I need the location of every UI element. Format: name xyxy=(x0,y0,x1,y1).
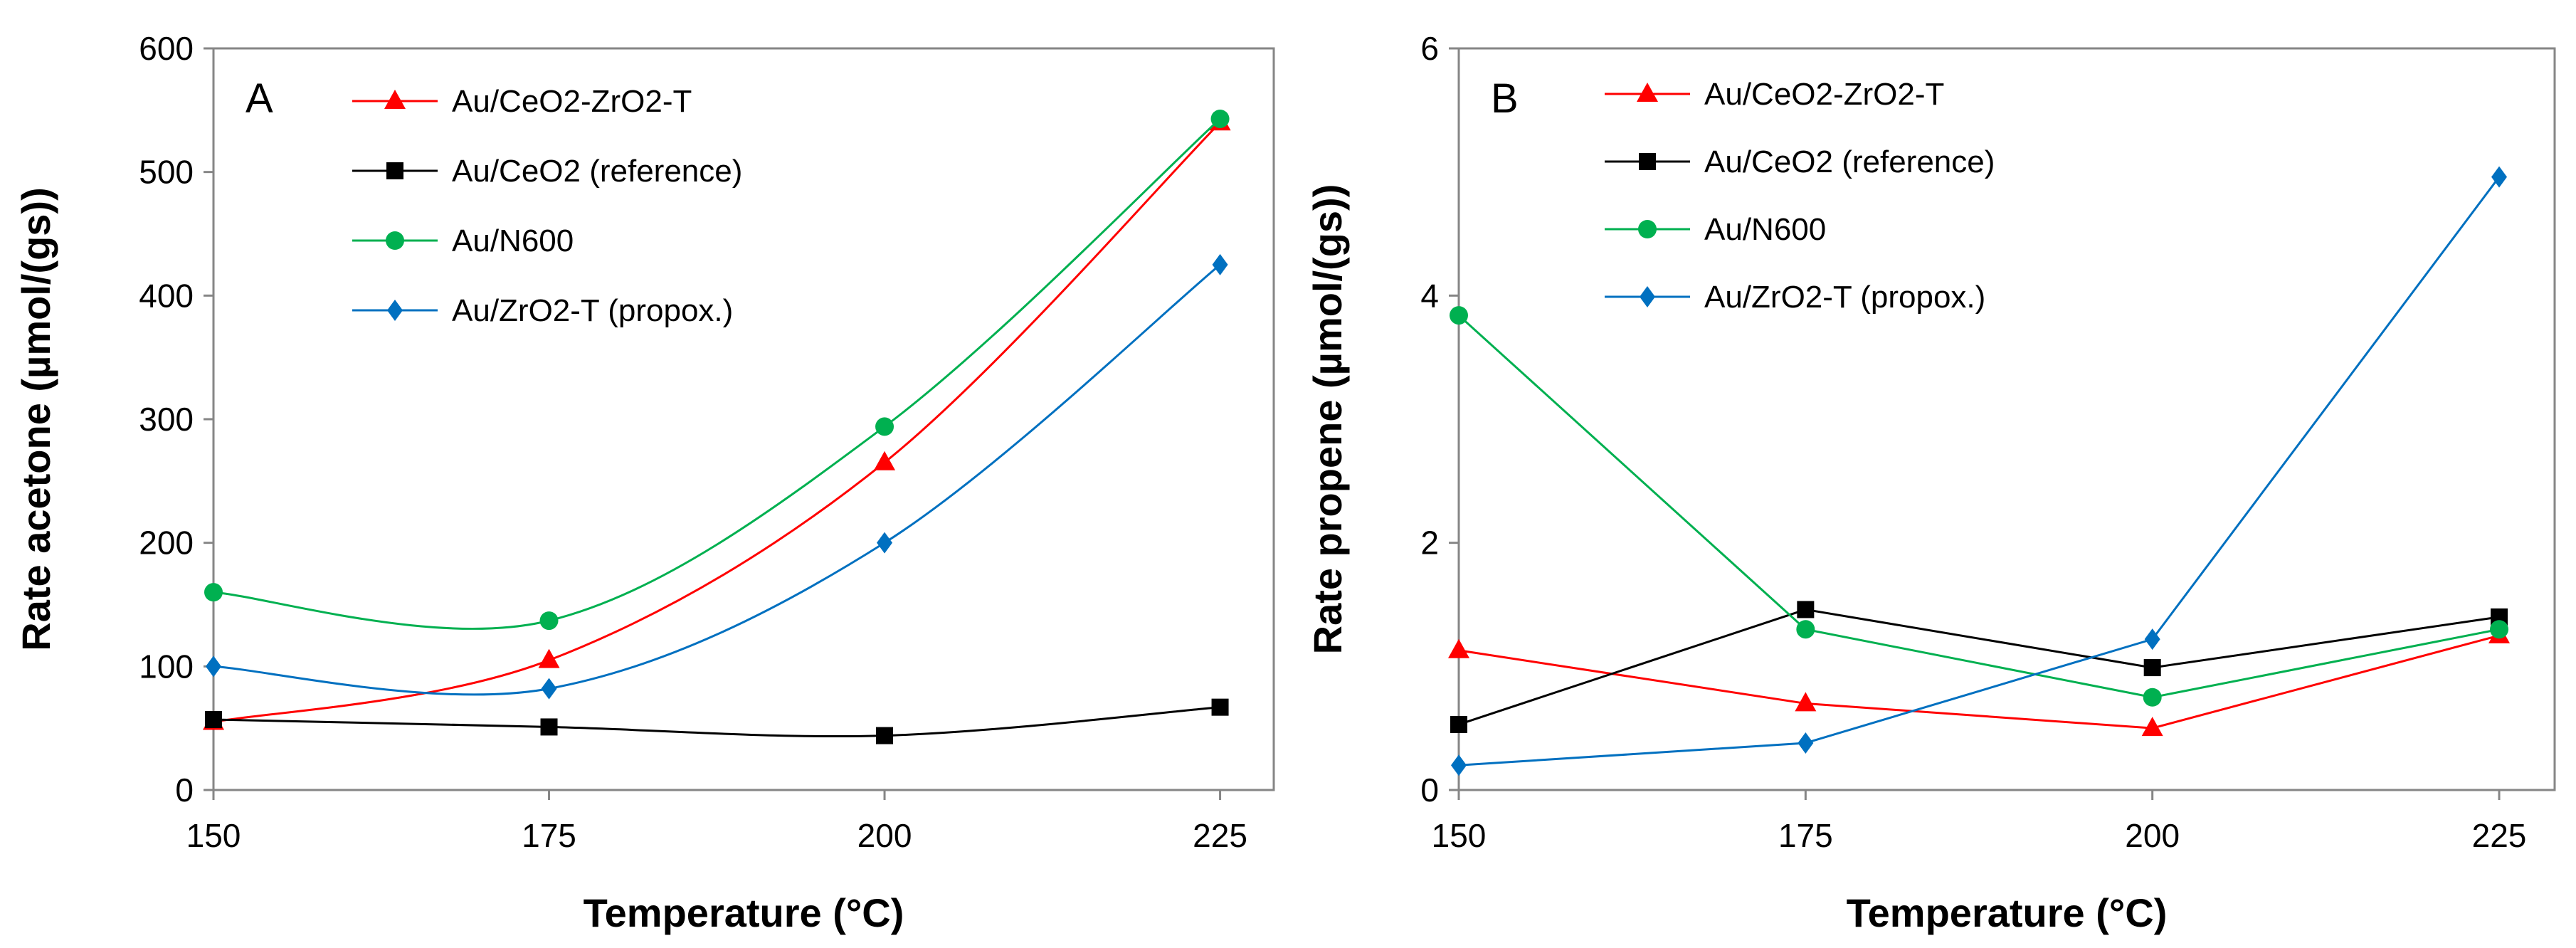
panel-b-legend-label: Au/CeO2 (reference) xyxy=(1704,144,1995,179)
panel-a-plot-frame xyxy=(212,47,1275,791)
panel-b-y-tick-label: 0 xyxy=(1420,771,1439,809)
panel-a-y-tick-label: 400 xyxy=(139,277,194,314)
panel-b-series-2 xyxy=(1450,306,2509,707)
panel-a-x-tick-label: 150 xyxy=(186,817,241,854)
panel-b-legend-entry: Au/CeO2-ZrO2-T xyxy=(1605,77,1944,112)
panel-a-y-tick-label: 500 xyxy=(139,154,194,191)
panel-b-legend-label: Au/CeO2-ZrO2-T xyxy=(1704,77,1944,112)
panel-a-legend-marker xyxy=(384,90,406,109)
panel-b-y-axis-title: Rate propene (µmol/(gs)) xyxy=(1305,184,1350,655)
panel-b-series-3 xyxy=(1451,166,2508,776)
panel-b-data-point xyxy=(1448,638,1469,658)
panel-a-data-point xyxy=(877,532,893,554)
panel-a-data-point xyxy=(541,678,557,700)
panel-a-legend-label: Au/N600 xyxy=(452,223,574,258)
panel-b-y-tick-label: 4 xyxy=(1420,277,1439,314)
panel-b-legend-marker xyxy=(1637,83,1658,102)
panel-b-data-point xyxy=(2141,717,2163,737)
panel-b-legend-label: Au/ZrO2-T (propox.) xyxy=(1704,280,1985,315)
panel-b-data-point xyxy=(1796,620,1815,639)
panel-b-legend-label: Au/N600 xyxy=(1704,212,1826,247)
panel-a-data-point xyxy=(875,417,894,436)
panel-a-series-line xyxy=(213,706,1220,738)
panel-b-series-0 xyxy=(1448,623,2511,737)
panel-a-legend-marker xyxy=(386,162,403,179)
panel-b-y-tick-label: 2 xyxy=(1420,525,1439,562)
chart-panel-b: 0 2 4 6 150 175 200 225 Temperature (°C) Rate pro… xyxy=(1305,30,2556,935)
panel-b-data-point xyxy=(2491,166,2508,188)
panel-b-legend-entry: Au/CeO2 (reference) xyxy=(1605,144,1995,179)
panel-a-data-point xyxy=(876,727,894,744)
panel-b-legend-entry: Au/N600 xyxy=(1605,212,1826,247)
panel-b-legend-entry: Au/ZrO2-T (propox.) xyxy=(1605,280,1985,315)
panel-a-data-point xyxy=(874,451,896,470)
panel-b-plot-frame xyxy=(1457,47,2556,791)
panel-a-legend-entry: Au/N600 xyxy=(352,223,574,258)
panel-b-legend-marker xyxy=(1639,153,1656,170)
panel-a-y-tick-label: 0 xyxy=(175,771,194,809)
panel-b-x-tick-label: 200 xyxy=(2125,817,2180,854)
panel-a-data-point xyxy=(539,611,559,631)
panel-a-series-0 xyxy=(203,111,1231,730)
panel-a-data-point xyxy=(1210,109,1230,128)
panel-b-x-tick-label: 175 xyxy=(1778,817,1833,854)
panel-a-y-tick-label: 200 xyxy=(139,525,194,562)
panel-b-series-1 xyxy=(1450,601,2508,733)
panel-b-legend-marker xyxy=(1638,220,1657,238)
panel-a-series-line xyxy=(213,263,1221,696)
panel-a-legend-label: Au/ZrO2-T (propox.) xyxy=(452,293,733,328)
panel-a-y-tick-label: 600 xyxy=(139,30,194,67)
panel-b-x-tick-label: 225 xyxy=(2472,817,2527,854)
panel-b-label: B xyxy=(1491,75,1519,122)
panel-a-data-point xyxy=(1211,698,1229,716)
panel-a-legend-marker xyxy=(386,231,404,250)
panel-a-x-tick-label: 200 xyxy=(857,817,912,854)
panel-b-data-point xyxy=(2143,659,2161,677)
panel-a-legend-label: Au/CeO2 (reference) xyxy=(452,154,742,189)
panel-a-label: A xyxy=(246,75,273,122)
panel-b-data-point xyxy=(2144,628,2160,651)
panel-b-x-axis-title: Temperature (°C) xyxy=(1847,890,2168,935)
panel-b-data-point xyxy=(2143,688,2162,707)
panel-b-y-tick-label: 6 xyxy=(1420,30,1439,67)
chart-panel-a: 0 100 200 300 400 500 600 150 175 200 225 Temperatu… xyxy=(14,30,1275,935)
panel-b-legend-marker xyxy=(1640,286,1655,307)
panel-b-data-point xyxy=(1450,715,1467,733)
panel-b-series-line xyxy=(1457,315,2500,699)
panel-a-series-3 xyxy=(206,253,1228,700)
panel-a-data-point xyxy=(540,718,558,736)
panel-a-series-line xyxy=(213,122,1221,723)
panel-a-y-tick-label: 300 xyxy=(139,401,194,438)
panel-a-y-tick-label: 100 xyxy=(139,648,194,685)
panel-a-data-point xyxy=(204,583,223,602)
panel-a-series-1 xyxy=(205,698,1229,744)
panel-b-x-tick-label: 150 xyxy=(1432,817,1487,854)
panel-a-legend-label: Au/CeO2-ZrO2-T xyxy=(452,84,692,119)
panel-a-legend-marker xyxy=(387,300,403,321)
panel-b-series-line xyxy=(1458,176,2501,767)
panel-a-legend-entry: Au/CeO2 (reference) xyxy=(352,154,742,189)
panel-b-series-line xyxy=(1458,634,2500,730)
panel-a-data-point xyxy=(538,648,560,668)
panel-b-data-point xyxy=(1450,306,1468,325)
panel-a-x-tick-label: 225 xyxy=(1193,817,1247,854)
panel-a-x-axis-title: Temperature (°C) xyxy=(584,890,904,935)
panel-a-data-point xyxy=(205,711,222,729)
panel-b-data-point xyxy=(2490,620,2509,639)
panel-a-series-line xyxy=(213,117,1221,630)
panel-b-data-point xyxy=(1797,601,1815,618)
panel-a-x-tick-label: 175 xyxy=(522,817,576,854)
panel-a-legend-entry: Au/CeO2-ZrO2-T xyxy=(352,84,692,119)
panel-a-data-point xyxy=(206,655,221,678)
panel-a-legend-entry: Au/ZrO2-T (propox.) xyxy=(352,293,733,328)
panel-a-y-axis-title: Rate acetone (µmol/(gs)) xyxy=(14,187,58,651)
panel-b-data-point xyxy=(1798,732,1814,754)
panel-b-data-point xyxy=(1451,754,1467,776)
panel-b-series-line xyxy=(1458,608,2500,726)
panel-b-data-point xyxy=(1795,692,1817,712)
panel-a-data-point xyxy=(1212,253,1228,275)
panel-a-series-2 xyxy=(204,109,1230,631)
